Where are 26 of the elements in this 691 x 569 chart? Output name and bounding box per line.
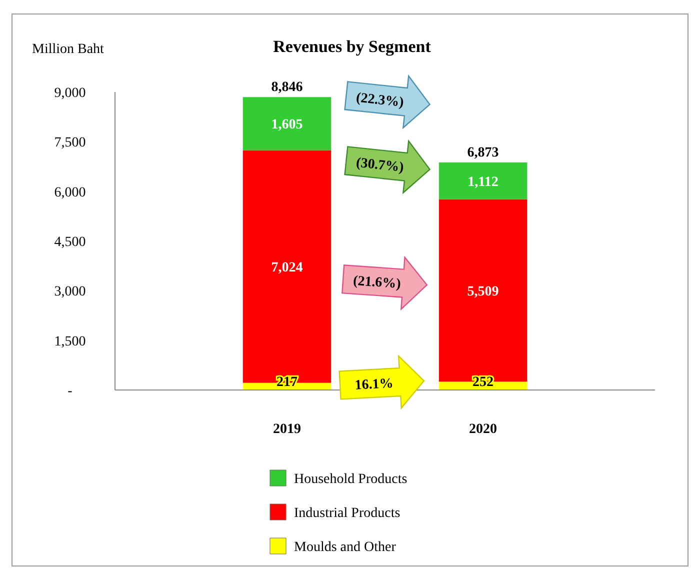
- legend-label: Industrial Products: [294, 506, 400, 521]
- data-label: 5,509: [467, 284, 499, 300]
- x-tick-label: 2019: [272, 422, 301, 437]
- y-tick-label: 1,500: [54, 334, 86, 350]
- annotation: 16.1%: [354, 376, 394, 394]
- total-label: 6,873: [467, 145, 499, 160]
- y-tick-label: 7,500: [54, 136, 86, 151]
- bar: [242, 97, 332, 150]
- y-tick-label: 4,500: [54, 235, 86, 250]
- x-tick-label: 2020: [469, 422, 498, 437]
- data-label: 1,112: [468, 174, 498, 190]
- y-axis-title: Million Baht: [32, 42, 104, 57]
- chart-title: Revenues by Segment: [273, 37, 432, 56]
- bar: [438, 162, 528, 200]
- annotation: (21.6%): [352, 274, 402, 292]
- y-tick-label: -: [68, 384, 73, 399]
- y-tick-label: 3,000: [54, 284, 86, 300]
- annotation: (22.3%): [355, 90, 405, 111]
- legend-label: Moulds and Other: [294, 540, 396, 555]
- total-label: 8,846: [271, 80, 303, 96]
- y-tick-label: 6,000: [54, 185, 86, 200]
- legend-label: Household Products: [294, 472, 408, 487]
- annotation: (30.7%): [355, 156, 405, 176]
- data-label: 1,605: [271, 118, 303, 133]
- y-tick-label: 9,000: [54, 86, 86, 101]
- data-label: 7,024: [271, 260, 303, 276]
